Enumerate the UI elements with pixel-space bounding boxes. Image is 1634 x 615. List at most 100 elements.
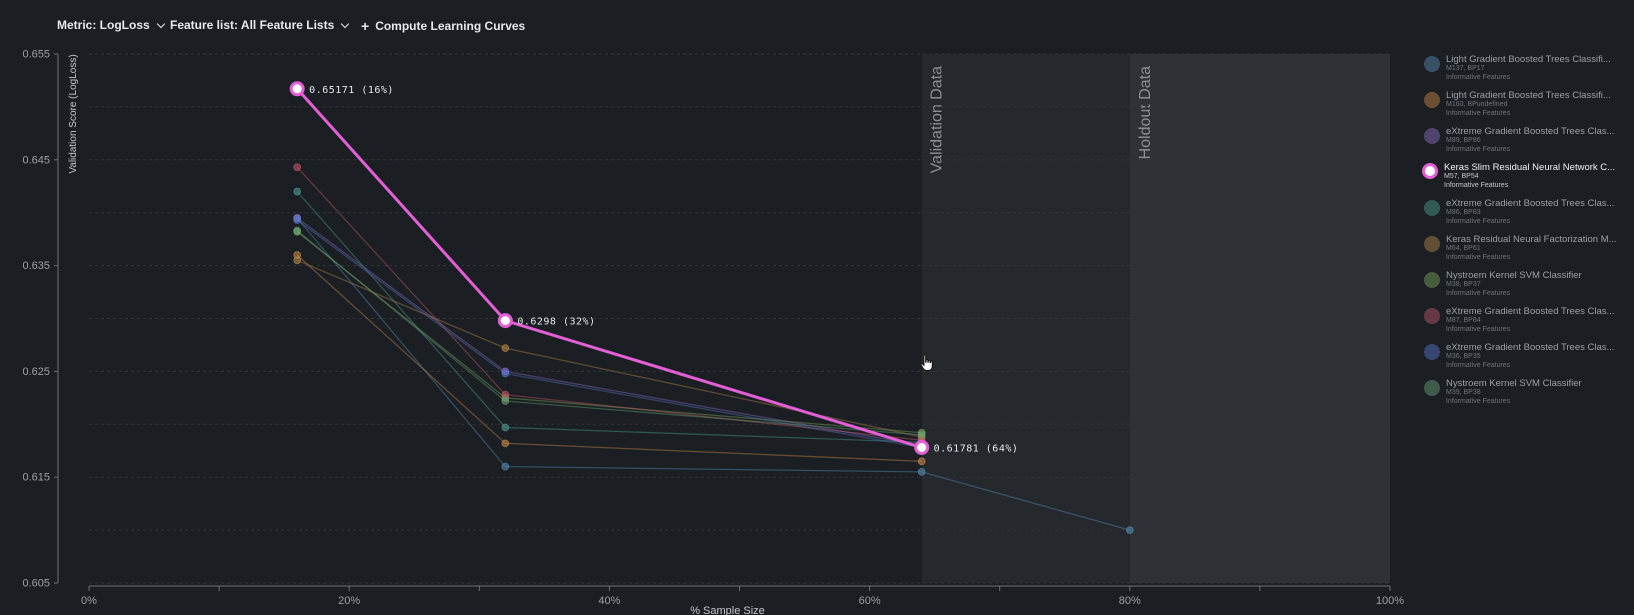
legend-featurelist: Informative Features bbox=[1446, 253, 1511, 261]
legend-marker-icon bbox=[1424, 236, 1440, 252]
series-point bbox=[293, 187, 302, 196]
series-point bbox=[501, 462, 510, 471]
series-point bbox=[917, 457, 926, 466]
series-point bbox=[501, 344, 510, 353]
series-point bbox=[293, 216, 302, 225]
legend-model-name: Keras Slim Residual Neural Network C... bbox=[1444, 162, 1616, 173]
legend-text: Nystroem Kernel SVM Classifier M38, BP37 I… bbox=[1446, 270, 1634, 298]
legend-featurelist: Informative Features bbox=[1446, 289, 1511, 297]
highlight-series-point bbox=[497, 313, 513, 329]
data-label: 0.6298 (32%) bbox=[517, 317, 595, 328]
model-legend: Light Gradient Boosted Trees Classifi...… bbox=[1418, 52, 1634, 412]
legend-marker-icon bbox=[1424, 92, 1440, 108]
legend-featurelist: Informative Features bbox=[1446, 145, 1511, 153]
legend-text: Light Gradient Boosted Trees Classifi...… bbox=[1446, 54, 1634, 82]
x-tick-label: 100% bbox=[1376, 595, 1404, 607]
y-tick-label: 0.655 bbox=[22, 49, 50, 61]
series-point bbox=[293, 256, 302, 265]
highlight-series-point bbox=[914, 439, 930, 455]
legend-marker-icon bbox=[1422, 163, 1438, 179]
legend-item[interactable]: Light Gradient Boosted Trees Classifi...… bbox=[1418, 88, 1634, 124]
legend-item[interactable]: Light Gradient Boosted Trees Classifi...… bbox=[1418, 52, 1634, 88]
plus-icon: + bbox=[361, 18, 370, 34]
metric-dropdown[interactable]: Metric: LogLoss bbox=[57, 18, 165, 32]
legend-item[interactable]: eXtreme Gradient Boosted Trees Clas... M8… bbox=[1418, 304, 1634, 340]
series-line bbox=[296, 217, 922, 447]
compute-learning-curves-label: Compute Learning Curves bbox=[375, 19, 526, 33]
y-tick-label: 0.605 bbox=[22, 578, 50, 590]
legend-item[interactable]: Keras Residual Neural Factorization M...… bbox=[1418, 232, 1634, 268]
toolbar: Metric: LogLoss Feature list: All Featur… bbox=[0, 0, 1634, 52]
legend-model-name: Keras Residual Neural Factorization M... bbox=[1446, 234, 1617, 245]
legend-featurelist: Informative Features bbox=[1446, 109, 1511, 117]
y-tick-label: 0.635 bbox=[22, 260, 50, 272]
legend-marker-icon bbox=[1424, 56, 1440, 72]
legend-marker-icon bbox=[1424, 380, 1440, 396]
legend-item[interactable]: eXtreme Gradient Boosted Trees Clas... M8… bbox=[1418, 124, 1634, 160]
legend-item[interactable]: eXtreme Gradient Boosted Trees Clas... M3… bbox=[1418, 340, 1634, 376]
legend-item[interactable]: eXtreme Gradient Boosted Trees Clas... M8… bbox=[1418, 196, 1634, 232]
legend-featurelist: Informative Features bbox=[1444, 181, 1509, 189]
region-label: Validation Data bbox=[929, 66, 946, 173]
legend-featurelist: Informative Features bbox=[1446, 217, 1511, 225]
legend-text: Light Gradient Boosted Trees Classifi...… bbox=[1446, 90, 1634, 118]
legend-model-ids: M160, BPundefined bbox=[1446, 101, 1508, 108]
series-line bbox=[296, 191, 922, 443]
featurelist-dropdown-label: Feature list: All Feature Lists bbox=[170, 18, 335, 32]
legend-model-ids: M64, BP61 bbox=[1446, 245, 1481, 252]
legend-item[interactable]: Keras Slim Residual Neural Network C... M… bbox=[1418, 160, 1634, 196]
x-tick-label: 80% bbox=[1119, 595, 1141, 607]
series-point bbox=[501, 390, 510, 399]
chevron-down-icon bbox=[156, 19, 165, 28]
legend-model-ids: M87, BP84 bbox=[1446, 317, 1481, 324]
highlight-series-point bbox=[289, 81, 305, 97]
region-label: Holdout Data bbox=[1137, 66, 1154, 159]
legend-marker-icon bbox=[1424, 344, 1440, 360]
legend-model-ids: M36, BP35 bbox=[1446, 353, 1481, 360]
y-axis-label: Validation Score (LogLoss) bbox=[68, 54, 79, 173]
legend-marker-icon bbox=[1424, 272, 1440, 288]
series-point bbox=[1125, 526, 1134, 535]
series-point bbox=[501, 369, 510, 378]
series-point bbox=[293, 163, 302, 172]
legend-model-name: Light Gradient Boosted Trees Classifi... bbox=[1446, 90, 1611, 101]
x-axis-label: % Sample Size bbox=[690, 605, 765, 615]
chevron-down-icon bbox=[341, 19, 350, 28]
legend-featurelist: Informative Features bbox=[1446, 361, 1511, 369]
legend-text: eXtreme Gradient Boosted Trees Clas... M8… bbox=[1446, 306, 1634, 334]
series-point bbox=[917, 430, 926, 439]
metric-dropdown-label: Metric: LogLoss bbox=[57, 18, 150, 32]
legend-item[interactable]: Nystroem Kernel SVM Classifier M38, BP37 I… bbox=[1418, 268, 1634, 304]
data-label: 0.65171 (16%) bbox=[309, 85, 394, 96]
series-line bbox=[296, 166, 922, 441]
y-tick-label: 0.645 bbox=[22, 154, 50, 166]
series-line bbox=[296, 217, 1130, 531]
legend-model-ids: M38, BP37 bbox=[1446, 281, 1481, 288]
legend-text: eXtreme Gradient Boosted Trees Clas... M3… bbox=[1446, 342, 1634, 370]
legend-model-ids: M86, BP83 bbox=[1446, 209, 1481, 216]
highlight-series-line bbox=[296, 87, 923, 449]
series-point bbox=[917, 468, 926, 476]
legend-model-name: eXtreme Gradient Boosted Trees Clas... bbox=[1446, 306, 1615, 317]
legend-marker-icon bbox=[1424, 200, 1440, 216]
legend-featurelist: Informative Features bbox=[1446, 397, 1511, 405]
y-tick-label: 0.615 bbox=[22, 472, 50, 484]
data-label: 0.61781 (64%) bbox=[934, 443, 1019, 454]
x-tick-label: 20% bbox=[338, 595, 360, 607]
series-point bbox=[501, 397, 510, 405]
legend-item[interactable]: Nystroem Kernel SVM Classifier M39, BP38 I… bbox=[1418, 376, 1634, 412]
legend-marker-icon bbox=[1424, 308, 1440, 324]
legend-model-name: Light Gradient Boosted Trees Classifi... bbox=[1446, 54, 1611, 65]
compute-learning-curves-button[interactable]: + Compute Learning Curves bbox=[361, 18, 525, 34]
legend-marker-icon bbox=[1424, 128, 1440, 144]
legend-text: eXtreme Gradient Boosted Trees Clas... M8… bbox=[1446, 198, 1634, 226]
legend-model-name: eXtreme Gradient Boosted Trees Clas... bbox=[1446, 126, 1615, 137]
legend-model-name: Nystroem Kernel SVM Classifier bbox=[1446, 378, 1582, 389]
y-tick-label: 0.625 bbox=[22, 366, 50, 378]
x-tick-label: 40% bbox=[598, 595, 620, 607]
legend-featurelist: Informative Features bbox=[1446, 73, 1511, 81]
legend-text: Keras Residual Neural Factorization M...… bbox=[1446, 234, 1634, 262]
series-line bbox=[296, 230, 922, 436]
featurelist-dropdown[interactable]: Feature list: All Feature Lists bbox=[170, 18, 350, 32]
series-line bbox=[296, 231, 922, 434]
